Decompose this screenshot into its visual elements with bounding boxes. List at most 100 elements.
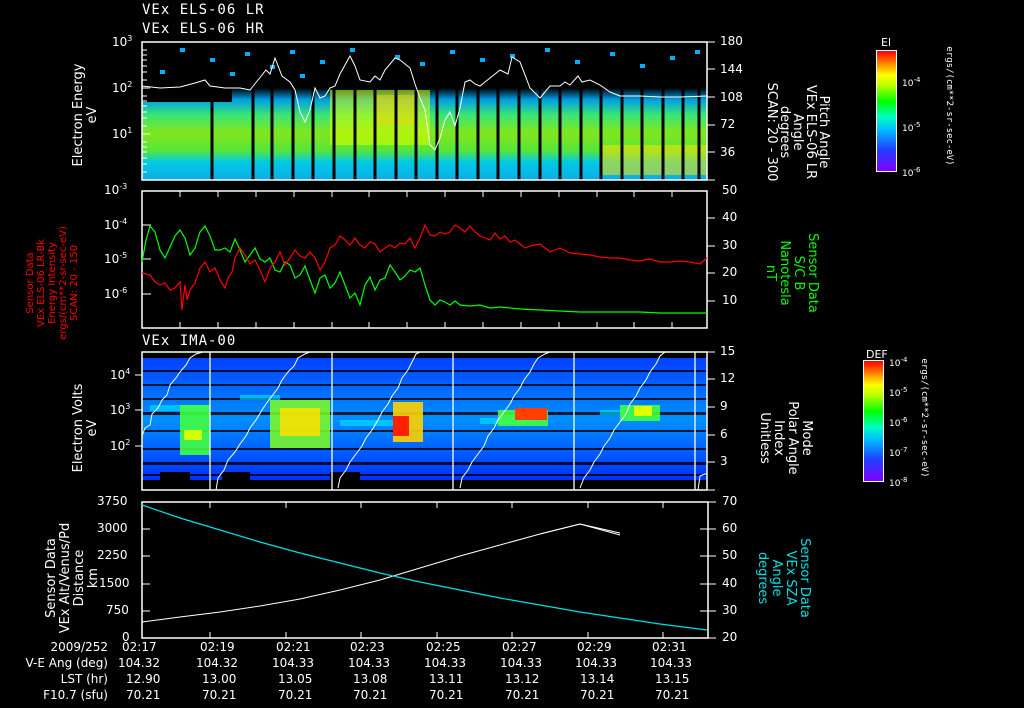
p1-ytick-1: 102 [112, 80, 133, 95]
time-label: 02:27 [502, 640, 537, 654]
p4-ytick: 2250 [97, 548, 128, 562]
f107-value: 70.21 [429, 688, 464, 702]
ve-ang-value: 104.33 [272, 656, 314, 670]
panel1-spectrogram [141, 48, 708, 180]
footer-label-date: 2009/252 [50, 640, 109, 654]
panel1-title-lr: VEx ELS-06 LR [142, 2, 265, 18]
p3-ytick-2: 102 [110, 438, 131, 453]
panel4-ticks [142, 501, 716, 639]
lst-value: 13.14 [580, 672, 615, 686]
p4-ytick: 750 [106, 603, 129, 617]
p4-y2tick: 60 [722, 521, 738, 535]
colorbar-el-tick: 10-4 [902, 76, 921, 89]
ve-ang-value: 104.33 [575, 656, 617, 670]
p4-ytick: 3750 [97, 494, 128, 508]
p3-y2tick: 12 [720, 371, 736, 385]
time-label: 02:21 [276, 640, 311, 654]
magnetic-field-line [141, 224, 707, 314]
p1-y2tick: 72 [720, 117, 736, 131]
lst-value: 12.90 [126, 672, 161, 686]
p2-ytick-0: 10-3 [104, 182, 128, 197]
colorbar-def-units: ergs/(cm**2-sr-sec-eV) [919, 358, 929, 478]
f107-value: 70.21 [353, 688, 388, 702]
time-label: 02:25 [426, 640, 461, 654]
p3-y2tick: 9 [720, 399, 728, 413]
colorbar-def [863, 360, 884, 482]
p3-y2tick: 15 [720, 344, 736, 358]
p4-y2tick: 30 [722, 603, 738, 617]
p3-ytick-0: 104 [110, 367, 131, 382]
colorbar-el [876, 50, 897, 172]
p1-y2tick: 144 [720, 62, 743, 76]
colorbar-def-tick: 10-8 [889, 476, 908, 489]
colorbar-el-title: El [881, 36, 892, 49]
lst-value: 13.00 [202, 672, 237, 686]
p1-y2tick: 36 [720, 145, 736, 159]
f107-value: 70.21 [126, 688, 161, 702]
footer-label-f107: F10.7 (sfu) [43, 688, 108, 702]
footer-label-ve-ang: V-E Ang (deg) [25, 656, 108, 670]
p4-ytick: 1500 [99, 576, 130, 590]
time-label: 02:19 [200, 640, 235, 654]
colorbar-def-tick: 10-5 [889, 386, 908, 399]
p4-y2tick: 40 [722, 576, 738, 590]
p4-ytick: 3000 [97, 521, 128, 535]
panel3-ticks [135, 351, 715, 491]
p2-ytick-2: 10-5 [104, 251, 128, 266]
f107-value: 70.21 [278, 688, 313, 702]
panel1-axes [141, 41, 708, 181]
time-label: 02:31 [652, 640, 687, 654]
time-label: 02:17 [122, 640, 157, 654]
p1-y2tick: 180 [720, 34, 743, 48]
altitude-line-end [539, 523, 621, 536]
sza-line [141, 504, 708, 631]
p2-y2tick: 20 [722, 265, 738, 279]
p2-y2tick: 30 [722, 238, 738, 252]
p2-y2tick: 40 [722, 210, 738, 224]
ve-ang-value: 104.32 [196, 656, 238, 670]
panel3-axes [141, 351, 708, 491]
lst-value: 13.11 [429, 672, 464, 686]
lst-value: 13.12 [505, 672, 540, 686]
ve-ang-value: 104.32 [118, 656, 160, 670]
ve-ang-value: 104.33 [348, 656, 390, 670]
pitch-angle-line [141, 54, 708, 151]
lst-value: 13.05 [278, 672, 313, 686]
footer-label-lst: LST (hr) [60, 672, 108, 686]
panel3-spectrogram [141, 351, 707, 491]
p1-ytick-0: 103 [112, 34, 133, 49]
energy-intensity-line [141, 223, 708, 311]
panel1-ticks [142, 41, 715, 181]
colorbar-el-tick: 10-5 [902, 121, 921, 134]
panel3-title: VEx IMA-00 [142, 333, 237, 349]
f107-value: 70.21 [202, 688, 237, 702]
ve-ang-value: 104.33 [650, 656, 692, 670]
lst-value: 13.15 [655, 672, 690, 686]
ve-ang-value: 104.33 [424, 656, 466, 670]
p4-y2tick: 20 [722, 630, 738, 644]
panel4-axes [141, 501, 709, 639]
p2-ytick-3: 10-6 [104, 286, 128, 301]
colorbar-def-tick: 10-4 [889, 356, 908, 369]
p4-y2tick: 70 [722, 494, 738, 508]
p1-y2tick: 108 [720, 90, 743, 104]
colorbar-el-units: ergs/(cm**2-sr-sec-eV) [944, 46, 954, 166]
p3-y2tick: 3 [720, 454, 728, 468]
polar-angle-staircase [141, 351, 707, 491]
colorbar-def-title: DEF [866, 348, 888, 361]
colorbar-def-tick: 10-7 [889, 446, 908, 459]
panel1-title-hr: VEx ELS-06 HR [142, 21, 265, 37]
panel2-ticks [142, 191, 715, 328]
colorbar-def-tick: 10-6 [889, 416, 908, 429]
ve-ang-value: 104.33 [500, 656, 542, 670]
f107-value: 70.21 [505, 688, 540, 702]
time-label: 02:29 [577, 640, 612, 654]
p4-y2tick: 50 [722, 548, 738, 562]
f107-value: 70.21 [655, 688, 690, 702]
p3-y2tick: 6 [720, 427, 728, 441]
p1-ytick-2: 101 [112, 126, 133, 141]
f107-value: 70.21 [580, 688, 615, 702]
p2-ytick-1: 10-4 [104, 217, 128, 232]
p2-y2tick: 10 [722, 293, 738, 307]
